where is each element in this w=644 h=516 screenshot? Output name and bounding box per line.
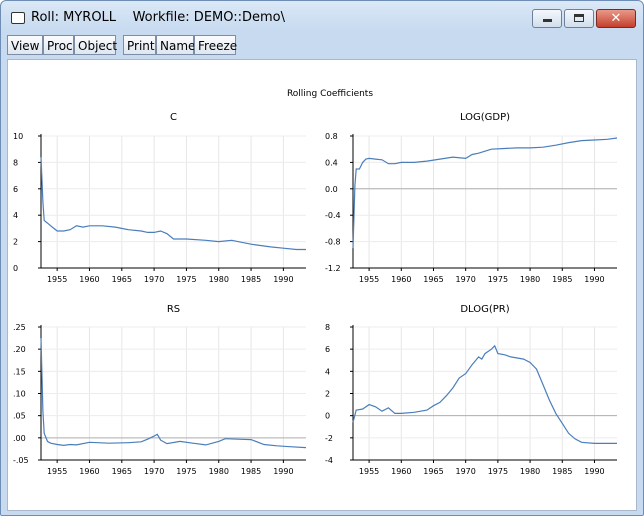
y-tick-label: 4 bbox=[13, 211, 18, 220]
x-tick-label: 1990 bbox=[584, 467, 604, 476]
maximize-icon bbox=[574, 14, 584, 22]
y-tick-label: .10 bbox=[13, 390, 26, 399]
y-tick-label: -4 bbox=[325, 456, 333, 465]
series-line bbox=[40, 157, 306, 251]
y-tick-label: 0 bbox=[13, 264, 18, 273]
chart-title: C bbox=[170, 112, 177, 123]
x-tick-label: 1970 bbox=[456, 275, 476, 284]
y-tick-label: 8 bbox=[13, 158, 18, 167]
close-icon: ✕ bbox=[610, 11, 622, 26]
y-tick-label: .15 bbox=[13, 367, 26, 376]
y-tick-label: 0.0 bbox=[325, 185, 338, 194]
y-tick-label: .20 bbox=[13, 345, 26, 354]
x-tick-label: 1990 bbox=[584, 275, 604, 284]
y-tick-label: -.05 bbox=[13, 456, 29, 465]
x-tick-label: 1985 bbox=[241, 467, 261, 476]
chart-title: RS bbox=[167, 304, 180, 315]
y-tick-label: 2 bbox=[325, 390, 330, 399]
chart-panel: LOG(GDP) -1.2 -0.8 -0.4 0.0 0.4 0.8 1955 1960 196… bbox=[325, 112, 618, 284]
y-tick-label: .05 bbox=[13, 412, 26, 421]
rolling-coefficients-figure: Rolling Coefficients C 0 2 4 6 8 10 1955 1960 196… bbox=[13, 89, 618, 476]
series-line bbox=[40, 338, 307, 449]
y-tick-label: 4 bbox=[325, 367, 330, 376]
freeze-button[interactable]: Freeze bbox=[194, 35, 237, 55]
x-tick-label: 1965 bbox=[112, 275, 132, 284]
y-tick-label: 6 bbox=[325, 345, 330, 354]
y-tick-label: 6 bbox=[13, 185, 18, 194]
window-title: Roll: MYROLL Workfile: DEMO::Demo\ bbox=[31, 10, 286, 25]
figure-title: Rolling Coefficients bbox=[287, 89, 373, 99]
chart-panel: DLOG(PR) -4 -2 0 2 4 6 8 1955 1960 1965 1970 1975 198… bbox=[325, 304, 617, 476]
x-tick-label: 1985 bbox=[241, 275, 261, 284]
x-tick-label: 1990 bbox=[273, 275, 293, 284]
y-tick-label: 8 bbox=[325, 323, 330, 332]
x-tick-label: 1975 bbox=[176, 467, 196, 476]
x-tick-label: 1975 bbox=[488, 275, 508, 284]
x-tick-label: 1960 bbox=[391, 467, 411, 476]
x-tick-label: 1980 bbox=[209, 275, 229, 284]
y-tick-label: 0 bbox=[325, 412, 330, 421]
x-tick-label: 1960 bbox=[79, 467, 99, 476]
y-tick-label: 10 bbox=[13, 132, 23, 141]
minimize-button[interactable] bbox=[532, 9, 562, 28]
window-icon bbox=[11, 12, 25, 24]
chart-panel: RS -.05 .00 .05 .10 .15 .20 .25 1955 1960 1965 1970… bbox=[13, 304, 307, 476]
x-tick-label: 1990 bbox=[273, 467, 293, 476]
chart-panel: C 0 2 4 6 8 10 1955 1960 1965 1970 1975 1980 1985 1990 bbox=[13, 112, 306, 284]
x-tick-label: 1980 bbox=[520, 275, 540, 284]
proc-button[interactable]: Proc bbox=[43, 35, 74, 55]
x-tick-label: 1965 bbox=[423, 467, 443, 476]
x-tick-label: 1955 bbox=[359, 467, 379, 476]
y-tick-label: .00 bbox=[13, 434, 26, 443]
y-tick-label: 2 bbox=[13, 238, 18, 247]
maximize-button[interactable] bbox=[564, 9, 594, 28]
object-button[interactable]: Object bbox=[74, 35, 117, 55]
print-button[interactable]: Print bbox=[123, 35, 156, 55]
y-tick-label: 0.4 bbox=[325, 158, 338, 167]
x-tick-label: 1980 bbox=[520, 467, 540, 476]
chart-title: LOG(GDP) bbox=[460, 112, 510, 123]
y-tick-label: .25 bbox=[13, 323, 26, 332]
y-tick-label: -2 bbox=[325, 434, 333, 443]
x-tick-label: 1975 bbox=[488, 467, 508, 476]
series-line bbox=[352, 344, 617, 444]
close-button[interactable]: ✕ bbox=[596, 9, 636, 28]
y-tick-label: -0.4 bbox=[325, 211, 341, 220]
graph-area: Rolling Coefficients C 0 2 4 6 8 10 1955 1960 196… bbox=[7, 59, 637, 511]
x-tick-label: 1985 bbox=[552, 467, 572, 476]
y-tick-label: -0.8 bbox=[325, 238, 341, 247]
name-button[interactable]: Name bbox=[156, 35, 195, 55]
x-tick-label: 1960 bbox=[391, 275, 411, 284]
x-tick-label: 1970 bbox=[144, 275, 164, 284]
x-tick-label: 1985 bbox=[552, 275, 572, 284]
x-tick-label: 1965 bbox=[423, 275, 443, 284]
x-tick-label: 1970 bbox=[144, 467, 164, 476]
x-tick-label: 1980 bbox=[209, 467, 229, 476]
y-tick-label: -1.2 bbox=[325, 264, 341, 273]
title-bar[interactable]: Roll: MYROLL Workfile: DEMO::Demo\ ✕ bbox=[1, 1, 643, 31]
x-tick-label: 1955 bbox=[359, 275, 379, 284]
x-tick-label: 1955 bbox=[47, 275, 67, 284]
x-tick-label: 1965 bbox=[112, 467, 132, 476]
chart-title: DLOG(PR) bbox=[460, 304, 509, 315]
x-tick-label: 1955 bbox=[47, 467, 67, 476]
view-button[interactable]: View bbox=[7, 35, 43, 55]
x-tick-label: 1975 bbox=[176, 275, 196, 284]
x-tick-label: 1970 bbox=[456, 467, 476, 476]
y-tick-label: 0.8 bbox=[325, 132, 338, 141]
minimize-icon bbox=[543, 19, 552, 22]
x-tick-label: 1960 bbox=[79, 275, 99, 284]
series-line bbox=[352, 137, 618, 249]
